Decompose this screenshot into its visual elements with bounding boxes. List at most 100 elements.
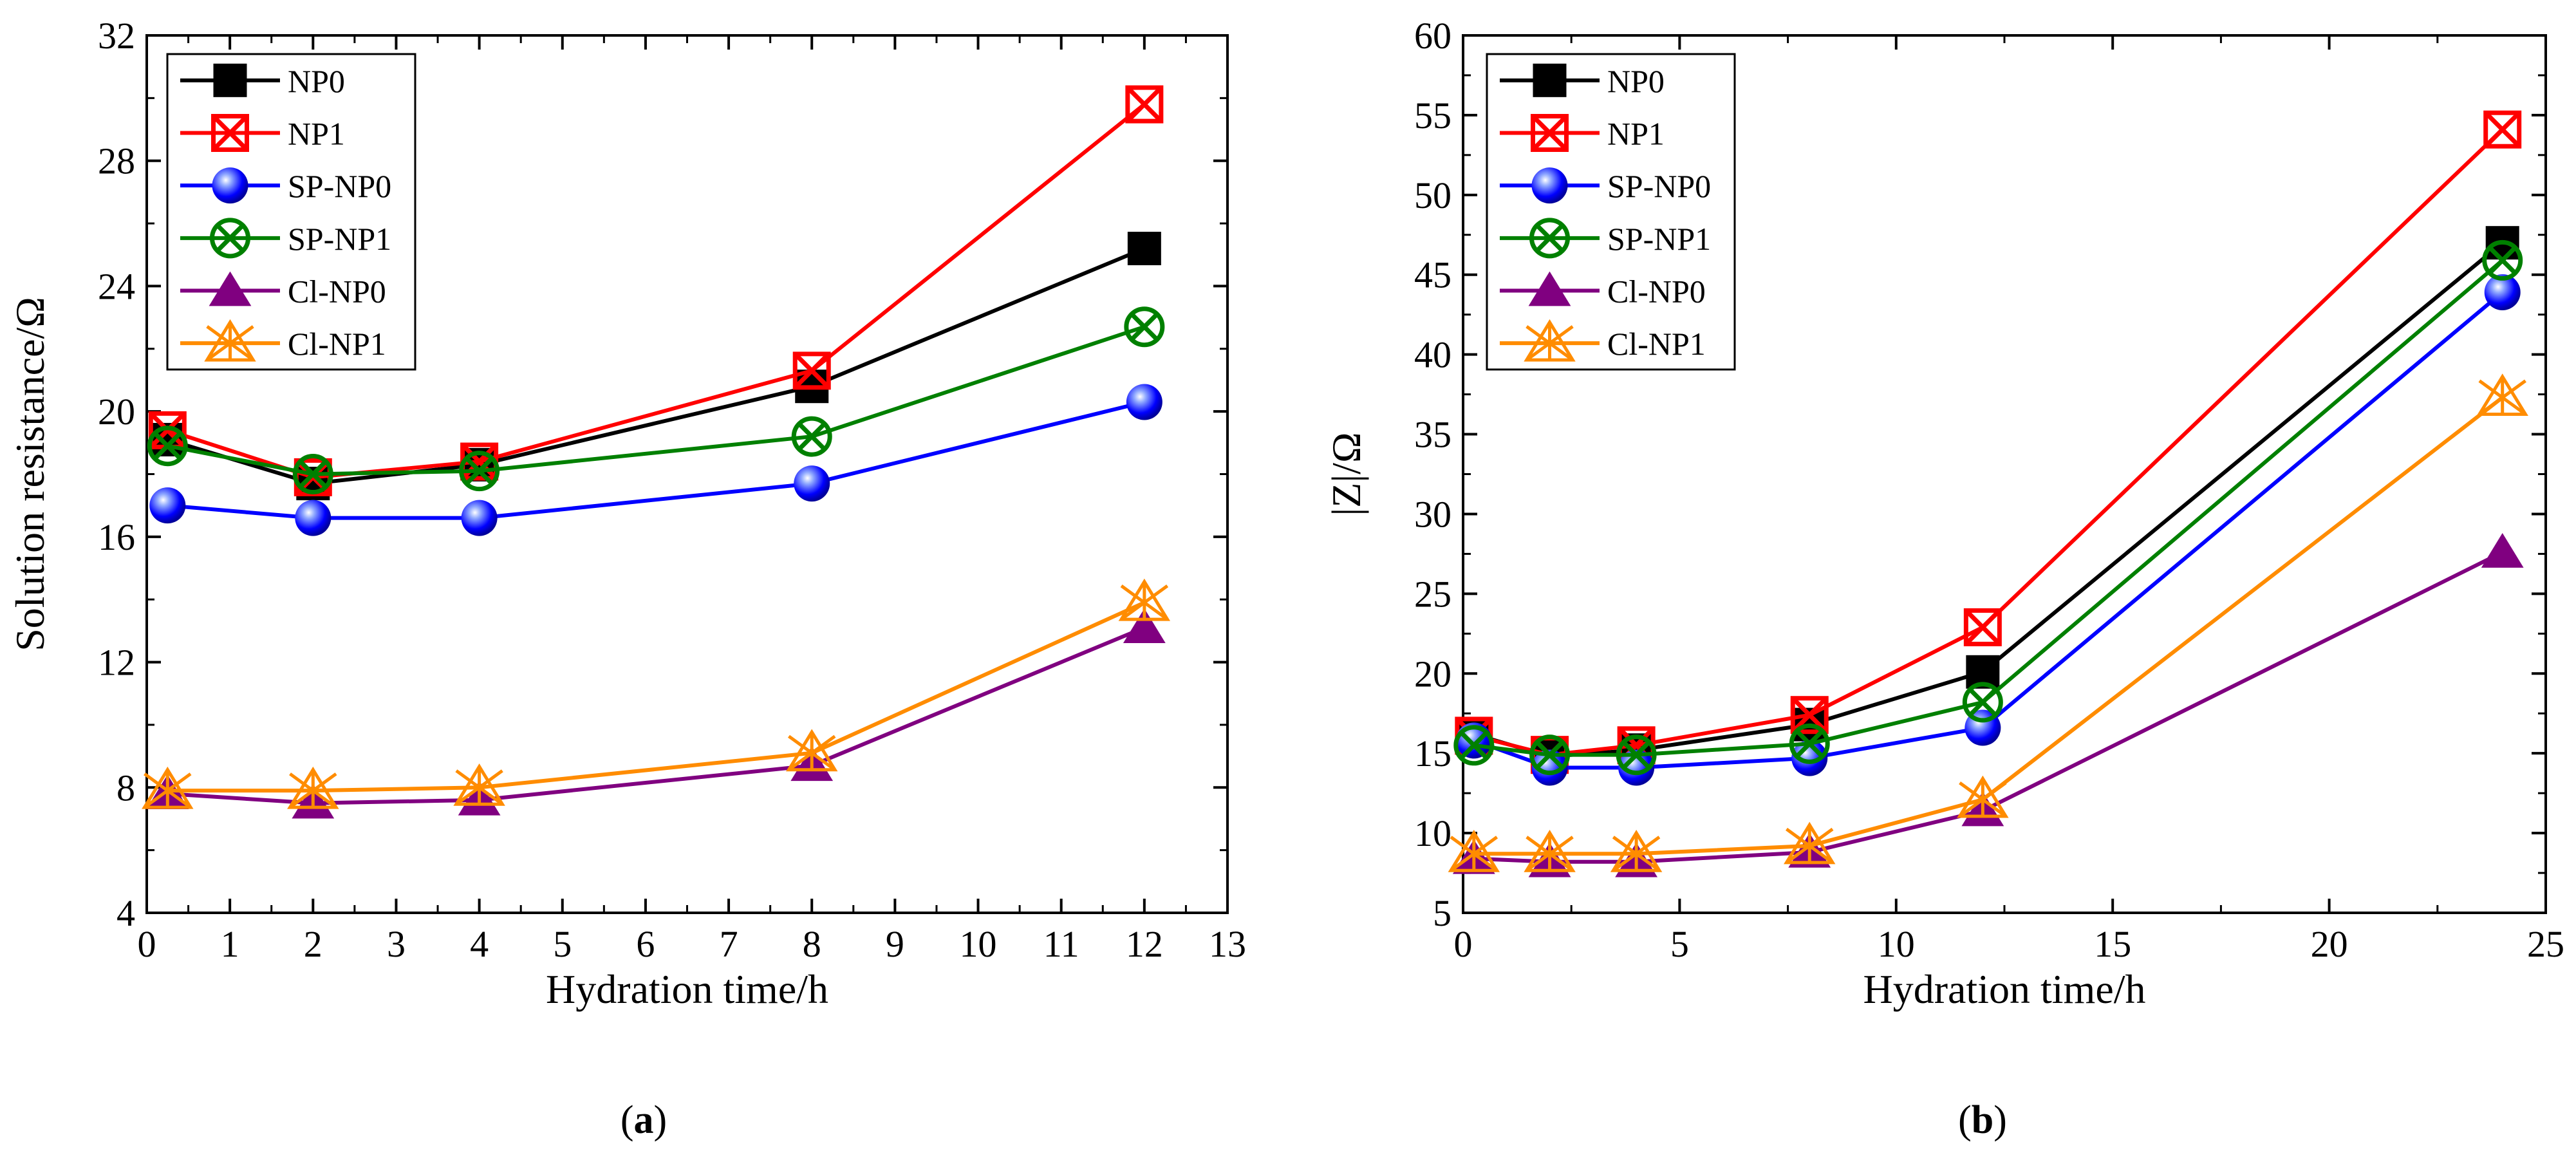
data-point: [2481, 533, 2524, 568]
legend-marker: [211, 114, 249, 152]
y-tick-label: 15: [1414, 733, 1451, 774]
data-point: [1962, 682, 2003, 723]
legend-label: NP1: [1607, 116, 1665, 152]
legend-label: Cl-NP1: [288, 326, 386, 362]
legend-label: SP-NP1: [288, 221, 391, 257]
data-point: [142, 766, 194, 809]
data-point: [2476, 373, 2528, 416]
series-line: [1473, 259, 2504, 757]
y-tick-label: 25: [1414, 573, 1451, 615]
legend-entry-cl-np1: Cl-NP1: [1500, 319, 1706, 362]
series-sp-np0: [1455, 274, 2521, 786]
data-point: [147, 426, 188, 467]
data-point: [1790, 696, 1829, 735]
x-tick-label: 0: [138, 923, 156, 965]
legend-box: [1486, 53, 1736, 371]
legend-marker: [210, 218, 250, 259]
y-tick-label: 5: [1433, 892, 1451, 934]
data-point: [1127, 232, 1161, 266]
series-line: [167, 601, 1146, 793]
legend-entry-np0: NP0: [180, 63, 345, 99]
legend-entry-np1: NP1: [180, 114, 345, 152]
series-cl-np0: [146, 608, 1166, 819]
data-point: [453, 763, 505, 806]
data-point: [1529, 735, 1571, 776]
data-point: [1125, 85, 1164, 124]
x-tick-label: 9: [886, 923, 904, 965]
x-tick-label: 0: [1454, 923, 1473, 965]
legend-marker: [204, 319, 256, 362]
y-tick-label: 16: [98, 516, 135, 558]
legend-label: Cl-NP0: [1607, 274, 1706, 310]
legend-marker: [1531, 114, 1569, 152]
y-tick-label: 4: [117, 892, 135, 934]
legend-entry-cl-np1: Cl-NP1: [180, 319, 386, 362]
data-point: [1531, 749, 1568, 786]
data-point: [461, 500, 498, 536]
y-tick-label: 40: [1414, 334, 1451, 376]
series-sp-np0: [149, 384, 1162, 536]
legend-marker: [1528, 271, 1571, 306]
y-tick-label: 60: [1414, 15, 1451, 57]
data-point: [1618, 749, 1655, 786]
legend-label: NP0: [288, 63, 345, 99]
y-tick-label: 55: [1414, 95, 1451, 136]
data-point: [1610, 830, 1663, 872]
y-tick-label: 30: [1414, 493, 1451, 535]
x-tick-label: 4: [470, 923, 489, 965]
y-tick-label: 35: [1414, 414, 1451, 456]
legend-entry-sp-np1: SP-NP1: [1500, 218, 1711, 259]
data-point: [786, 729, 838, 772]
legend-marker: [1529, 218, 1570, 259]
data-point: [791, 416, 832, 457]
data-point: [292, 454, 333, 494]
data-point: [1126, 384, 1162, 420]
panel-a: 0 1 2 3 4 5 6 7 8 9 10 11 12 1348121620242832Hydratio…: [7, 15, 1246, 1142]
legend-entry-sp-np0: SP-NP0: [180, 167, 391, 204]
y-tick-label: 24: [98, 265, 135, 307]
y-tick-label: 45: [1414, 254, 1451, 296]
series-sp-np1: [1453, 239, 2523, 776]
x-tick-label: 10: [1878, 923, 1915, 965]
legend-marker: [1533, 63, 1567, 97]
x-tick-label: 11: [1043, 923, 1079, 965]
data-point: [1524, 830, 1576, 872]
legend-label: Cl-NP1: [1607, 326, 1706, 362]
legend-label: NP1: [288, 116, 345, 152]
series-sp-np1: [147, 306, 1165, 494]
legend-label: SP-NP0: [1607, 168, 1711, 204]
x-tick-label: 6: [636, 923, 655, 965]
y-tick-label: 50: [1414, 174, 1451, 216]
legend-box: [166, 53, 416, 371]
y-tick-label: 20: [98, 391, 135, 433]
legend-entry-np1: NP1: [1500, 114, 1665, 152]
data-point: [1124, 306, 1165, 348]
x-tick-label: 3: [387, 923, 406, 965]
series-cl-np1: [142, 578, 1171, 809]
legend-marker: [1524, 319, 1576, 362]
x-tick-label: 1: [221, 923, 239, 965]
legend-marker: [212, 167, 248, 204]
x-axis-title: Hydration time/h: [546, 966, 828, 1012]
y-tick-label: 20: [1414, 653, 1451, 695]
legend: NP0 NP1 SP-NP0 SP-NP1 Cl-NP0 Cl-NP1: [166, 53, 416, 371]
data-point: [295, 500, 331, 536]
data-point: [2484, 274, 2521, 310]
legend-entry-sp-np0: SP-NP0: [1500, 167, 1711, 204]
panel-label: (a): [621, 1098, 667, 1142]
legend-label: SP-NP1: [1607, 221, 1711, 257]
data-point: [1118, 578, 1171, 621]
data-point: [459, 451, 500, 492]
x-tick-label: 13: [1209, 923, 1246, 965]
y-axis-title: Solution resistance/Ω: [7, 297, 53, 651]
legend-label: SP-NP0: [288, 168, 391, 204]
legend-marker: [213, 63, 247, 97]
data-point: [287, 766, 339, 809]
data-point: [1963, 608, 2002, 646]
data-point: [2483, 110, 2522, 149]
data-point: [1453, 725, 1495, 766]
legend-entry-cl-np0: Cl-NP0: [1500, 271, 1706, 310]
legend-label: NP0: [1607, 63, 1665, 99]
x-axis-title: Hydration time/h: [1863, 966, 2145, 1012]
